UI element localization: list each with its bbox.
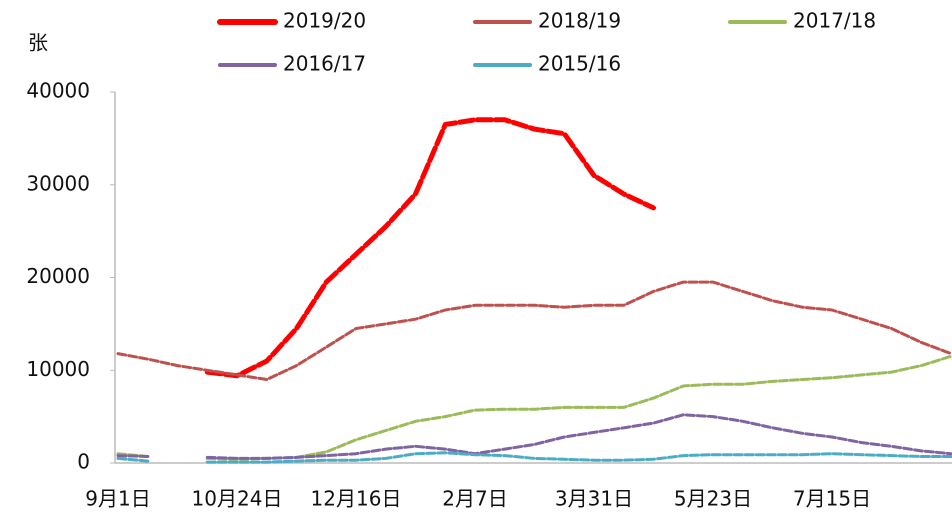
legend-label: 2016/17 [283, 52, 366, 76]
x-tick-label: 10月24日 [192, 487, 283, 511]
series-line [116, 451, 952, 464]
x-tick-label: 12月16日 [311, 487, 402, 511]
y-unit-label: 张 [28, 31, 48, 55]
x-tick-label: 7月15日 [793, 487, 871, 511]
x-tick-label: 9月1日 [85, 487, 150, 511]
y-tick-label: 40000 [26, 79, 90, 103]
x-tick-label: 2月7日 [442, 487, 507, 511]
legend-label: 2015/16 [538, 52, 621, 76]
series-line [116, 280, 952, 381]
y-tick-label: 20000 [26, 264, 90, 288]
x-tick-label: 5月23日 [674, 487, 752, 511]
legend-label: 2017/18 [793, 9, 876, 33]
y-tick-label: 30000 [26, 171, 90, 195]
legend-label: 2019/20 [283, 9, 366, 33]
y-tick-label: 0 [77, 450, 90, 474]
series-line [116, 413, 952, 460]
y-tick-label: 10000 [26, 357, 90, 381]
series-line [204, 117, 656, 379]
legend-label: 2018/19 [538, 9, 621, 33]
x-tick-label: 3月31日 [555, 487, 633, 511]
